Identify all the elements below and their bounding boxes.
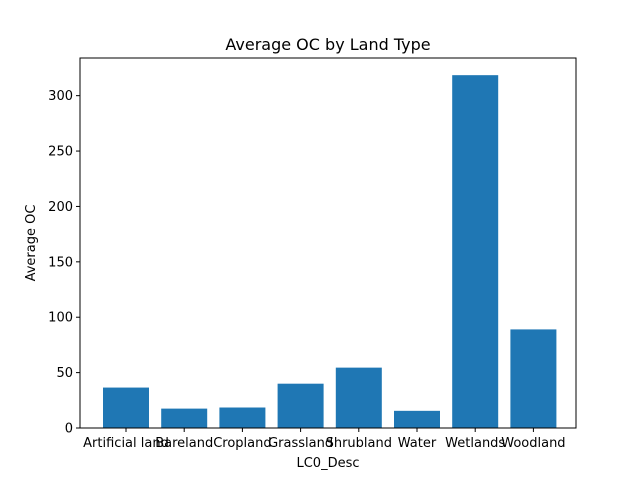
y-tick-label: 300 — [48, 89, 73, 104]
bar-shrubland — [335, 367, 382, 428]
bar-grassland — [277, 383, 324, 428]
y-tick-label: 200 — [48, 200, 73, 215]
y-tick-label: 0 — [65, 422, 73, 437]
bar-woodland — [510, 329, 557, 428]
y-axis-title: Average OC — [24, 205, 39, 282]
bar-cropland — [219, 407, 266, 428]
x-tick-label: Water — [398, 436, 437, 451]
plot-frame — [79, 57, 577, 429]
y-axis-ticks: 0 50 100 150 200 250 300 — [48, 89, 80, 437]
x-tick-label: Shrubland — [326, 436, 392, 451]
bars-group — [103, 75, 557, 429]
bar-bareland — [161, 408, 208, 428]
y-tick-label: 150 — [48, 255, 73, 270]
chart-title: Average OC by Land Type — [225, 35, 430, 54]
y-tick-label: 250 — [48, 145, 73, 160]
x-axis-title: LC0_Desc — [296, 456, 359, 471]
x-tick-label: Grassland — [268, 436, 333, 451]
bar-artificial-land — [103, 387, 149, 428]
bar-wetlands — [452, 75, 499, 429]
x-tick-label: Woodland — [501, 436, 565, 451]
y-tick-label: 100 — [48, 311, 73, 326]
x-tick-label: Cropland — [213, 436, 271, 451]
bar-water — [394, 410, 440, 428]
x-tick-label: Wetlands — [445, 436, 505, 451]
x-tick-label: Artificial land — [83, 436, 169, 451]
y-tick-label: 50 — [56, 366, 73, 381]
x-tick-label: Bareland — [155, 436, 213, 451]
